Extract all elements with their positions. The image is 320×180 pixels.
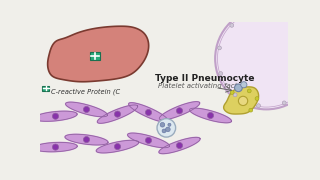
Bar xyxy=(42,86,49,91)
Circle shape xyxy=(52,113,59,119)
Circle shape xyxy=(249,108,253,112)
Circle shape xyxy=(176,142,183,149)
Circle shape xyxy=(162,129,166,133)
Circle shape xyxy=(207,112,214,119)
Polygon shape xyxy=(159,102,200,120)
Circle shape xyxy=(157,119,176,137)
Circle shape xyxy=(252,10,256,14)
Circle shape xyxy=(238,96,248,105)
Circle shape xyxy=(115,143,121,150)
Circle shape xyxy=(84,136,90,143)
Circle shape xyxy=(219,72,223,75)
Circle shape xyxy=(282,101,286,105)
Text: Platelet activating factor: Platelet activating factor xyxy=(158,83,244,89)
Circle shape xyxy=(165,127,170,132)
Circle shape xyxy=(230,91,234,94)
Circle shape xyxy=(176,108,183,114)
Circle shape xyxy=(160,122,165,127)
Circle shape xyxy=(218,46,221,50)
Bar xyxy=(90,52,100,60)
Circle shape xyxy=(215,8,317,109)
Text: Type II Pneumocyte: Type II Pneumocyte xyxy=(155,74,254,83)
Polygon shape xyxy=(129,103,168,122)
Polygon shape xyxy=(189,108,231,123)
Polygon shape xyxy=(97,105,138,123)
Circle shape xyxy=(247,89,251,93)
Circle shape xyxy=(52,144,59,150)
Circle shape xyxy=(235,84,242,92)
Circle shape xyxy=(145,109,152,116)
Circle shape xyxy=(233,93,237,97)
Circle shape xyxy=(241,82,247,88)
Circle shape xyxy=(115,111,121,117)
Polygon shape xyxy=(48,26,149,82)
Circle shape xyxy=(218,10,315,107)
Circle shape xyxy=(303,85,307,89)
Polygon shape xyxy=(34,111,77,121)
Polygon shape xyxy=(66,102,108,117)
Circle shape xyxy=(278,11,282,15)
Circle shape xyxy=(255,97,259,100)
Polygon shape xyxy=(65,134,108,145)
Circle shape xyxy=(84,106,90,112)
Circle shape xyxy=(230,23,234,27)
Polygon shape xyxy=(159,137,200,154)
Circle shape xyxy=(168,123,171,126)
Text: C-reactive Protein (C: C-reactive Protein (C xyxy=(51,89,120,95)
Circle shape xyxy=(145,137,152,143)
Polygon shape xyxy=(128,133,169,148)
Polygon shape xyxy=(34,142,77,152)
Circle shape xyxy=(312,61,316,65)
Polygon shape xyxy=(224,87,259,114)
Polygon shape xyxy=(96,140,139,153)
Circle shape xyxy=(257,104,260,108)
